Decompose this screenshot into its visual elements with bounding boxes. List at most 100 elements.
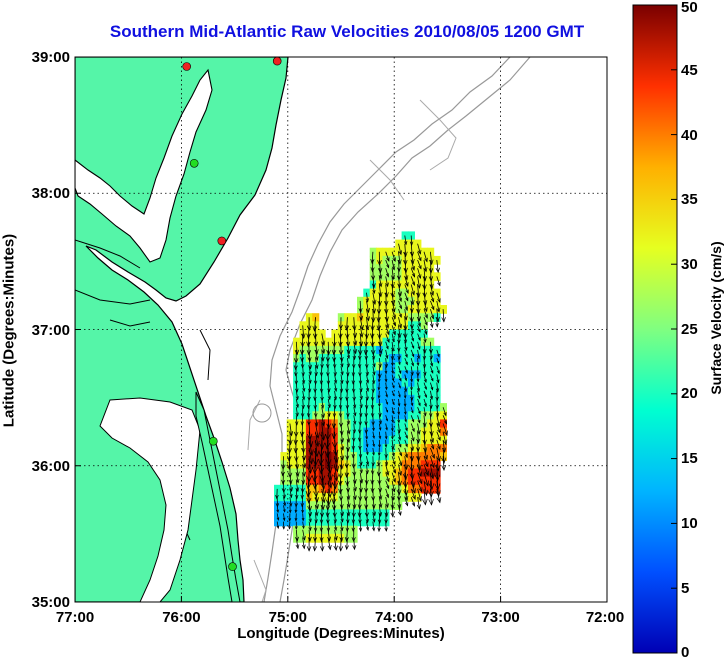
velocity-arrow: [391, 292, 394, 306]
velocity-arrow: [385, 374, 387, 382]
velocity-arrow: [359, 349, 361, 360]
velocity-arrow-head: [398, 250, 403, 256]
velocity-arrow: [340, 398, 342, 409]
velocity-arrow: [353, 497, 356, 509]
velocity-arrow: [366, 292, 369, 302]
velocity-arrow-head: [302, 463, 307, 469]
velocity-arrow: [308, 398, 310, 409]
velocity-arrow: [385, 358, 387, 368]
velocity-arrow: [385, 456, 388, 466]
velocity-arrow: [378, 309, 380, 322]
velocity-arrow-head: [411, 281, 416, 287]
velocity-arrow-head: [371, 388, 375, 394]
velocity-arrow: [391, 407, 394, 414]
velocity-arrow: [417, 398, 421, 406]
velocity-arrow-head: [411, 488, 416, 494]
velocity-arrow: [315, 488, 318, 503]
velocity-arrow: [347, 341, 350, 354]
velocity-arrow-head: [352, 545, 357, 551]
velocity-arrow-head: [359, 412, 363, 418]
velocity-arrow: [378, 333, 381, 347]
velocity-arrow-head: [295, 404, 299, 409]
velocity-arrow: [283, 488, 285, 499]
velocity-arrow: [391, 488, 394, 500]
velocity-arrow: [313, 464, 316, 482]
velocity-arrow: [353, 537, 355, 550]
velocity-arrow-head: [345, 487, 350, 493]
velocity-arrow-head: [417, 471, 422, 478]
velocity-arrow: [404, 333, 407, 343]
velocity-arrow-head: [391, 410, 395, 415]
velocity-arrow: [423, 398, 427, 407]
velocity-arrow: [289, 480, 293, 492]
velocity-arrow-head: [372, 289, 376, 294]
velocity-arrow: [378, 276, 382, 287]
velocity-arrow: [404, 431, 408, 439]
velocity-arrow-head: [390, 362, 394, 367]
velocity-arrow-head: [345, 388, 349, 393]
velocity-arrow: [430, 472, 433, 490]
velocity-arrow: [334, 537, 337, 551]
velocity-arrow: [417, 464, 422, 477]
velocity-arrow: [398, 431, 401, 440]
velocity-arrow-head: [411, 337, 415, 342]
velocity-arrow-head: [392, 330, 396, 336]
velocity-arrow-head: [312, 545, 318, 552]
velocity-arrow-head: [398, 378, 402, 382]
velocity-arrow: [308, 456, 311, 474]
velocity-arrow: [372, 374, 375, 384]
velocity-arrow: [340, 374, 343, 384]
velocity-arrow: [315, 366, 317, 376]
velocity-arrow: [340, 456, 343, 470]
velocity-arrow-head: [402, 473, 409, 481]
velocity-arrow-head: [289, 487, 293, 492]
velocity-arrow-head: [422, 363, 427, 369]
velocity-arrow: [398, 447, 402, 456]
velocity-arrow: [410, 268, 415, 278]
velocity-arrow: [378, 407, 381, 417]
velocity-arrow-head: [404, 306, 409, 312]
velocity-arrow: [353, 464, 355, 476]
velocity-arrow: [308, 325, 310, 339]
velocity-arrow: [308, 505, 311, 516]
velocity-arrow-head: [430, 438, 435, 444]
velocity-arrow: [423, 366, 426, 376]
velocity-arrow: [410, 488, 416, 500]
velocity-arrow-head: [385, 282, 389, 288]
velocity-arrow-head: [306, 497, 312, 504]
velocity-arrow-head: [435, 404, 439, 410]
velocity-arrow-head: [416, 362, 420, 367]
velocity-arrow: [340, 497, 343, 509]
radar-site-marker: [209, 436, 218, 446]
velocity-arrow-head: [340, 438, 345, 443]
velocity-arrow: [378, 268, 382, 279]
velocity-arrow: [423, 447, 428, 460]
velocity-arrow-head: [404, 346, 408, 352]
y-tick-label: 36:00: [32, 458, 70, 475]
velocity-arrow: [352, 521, 355, 532]
velocity-arrow: [288, 447, 291, 461]
velocity-arrow: [436, 447, 440, 462]
velocity-arrow: [423, 374, 427, 383]
velocity-arrow: [423, 276, 426, 290]
velocity-arrow-head: [390, 512, 395, 518]
velocity-arrow: [417, 415, 421, 423]
velocity-arrow: [340, 439, 344, 451]
velocity-arrow-head: [332, 482, 338, 490]
velocity-arrow-head: [366, 379, 370, 384]
velocity-arrow: [334, 398, 336, 409]
velocity-arrow: [410, 333, 414, 342]
velocity-arrow-head: [377, 527, 381, 533]
velocity-arrow-head: [386, 485, 390, 490]
velocity-arrow-head: [428, 268, 434, 274]
velocity-arrow: [301, 488, 304, 499]
velocity-arrow: [359, 407, 362, 417]
velocity-arrow: [295, 398, 299, 408]
velocity-arrow-head: [428, 498, 434, 506]
velocity-arrow: [410, 357, 414, 366]
velocity-arrow-head: [359, 388, 363, 393]
velocity-arrow-head: [338, 480, 343, 487]
velocity-arrow-head: [294, 421, 299, 426]
velocity-arrow-head: [404, 419, 407, 423]
